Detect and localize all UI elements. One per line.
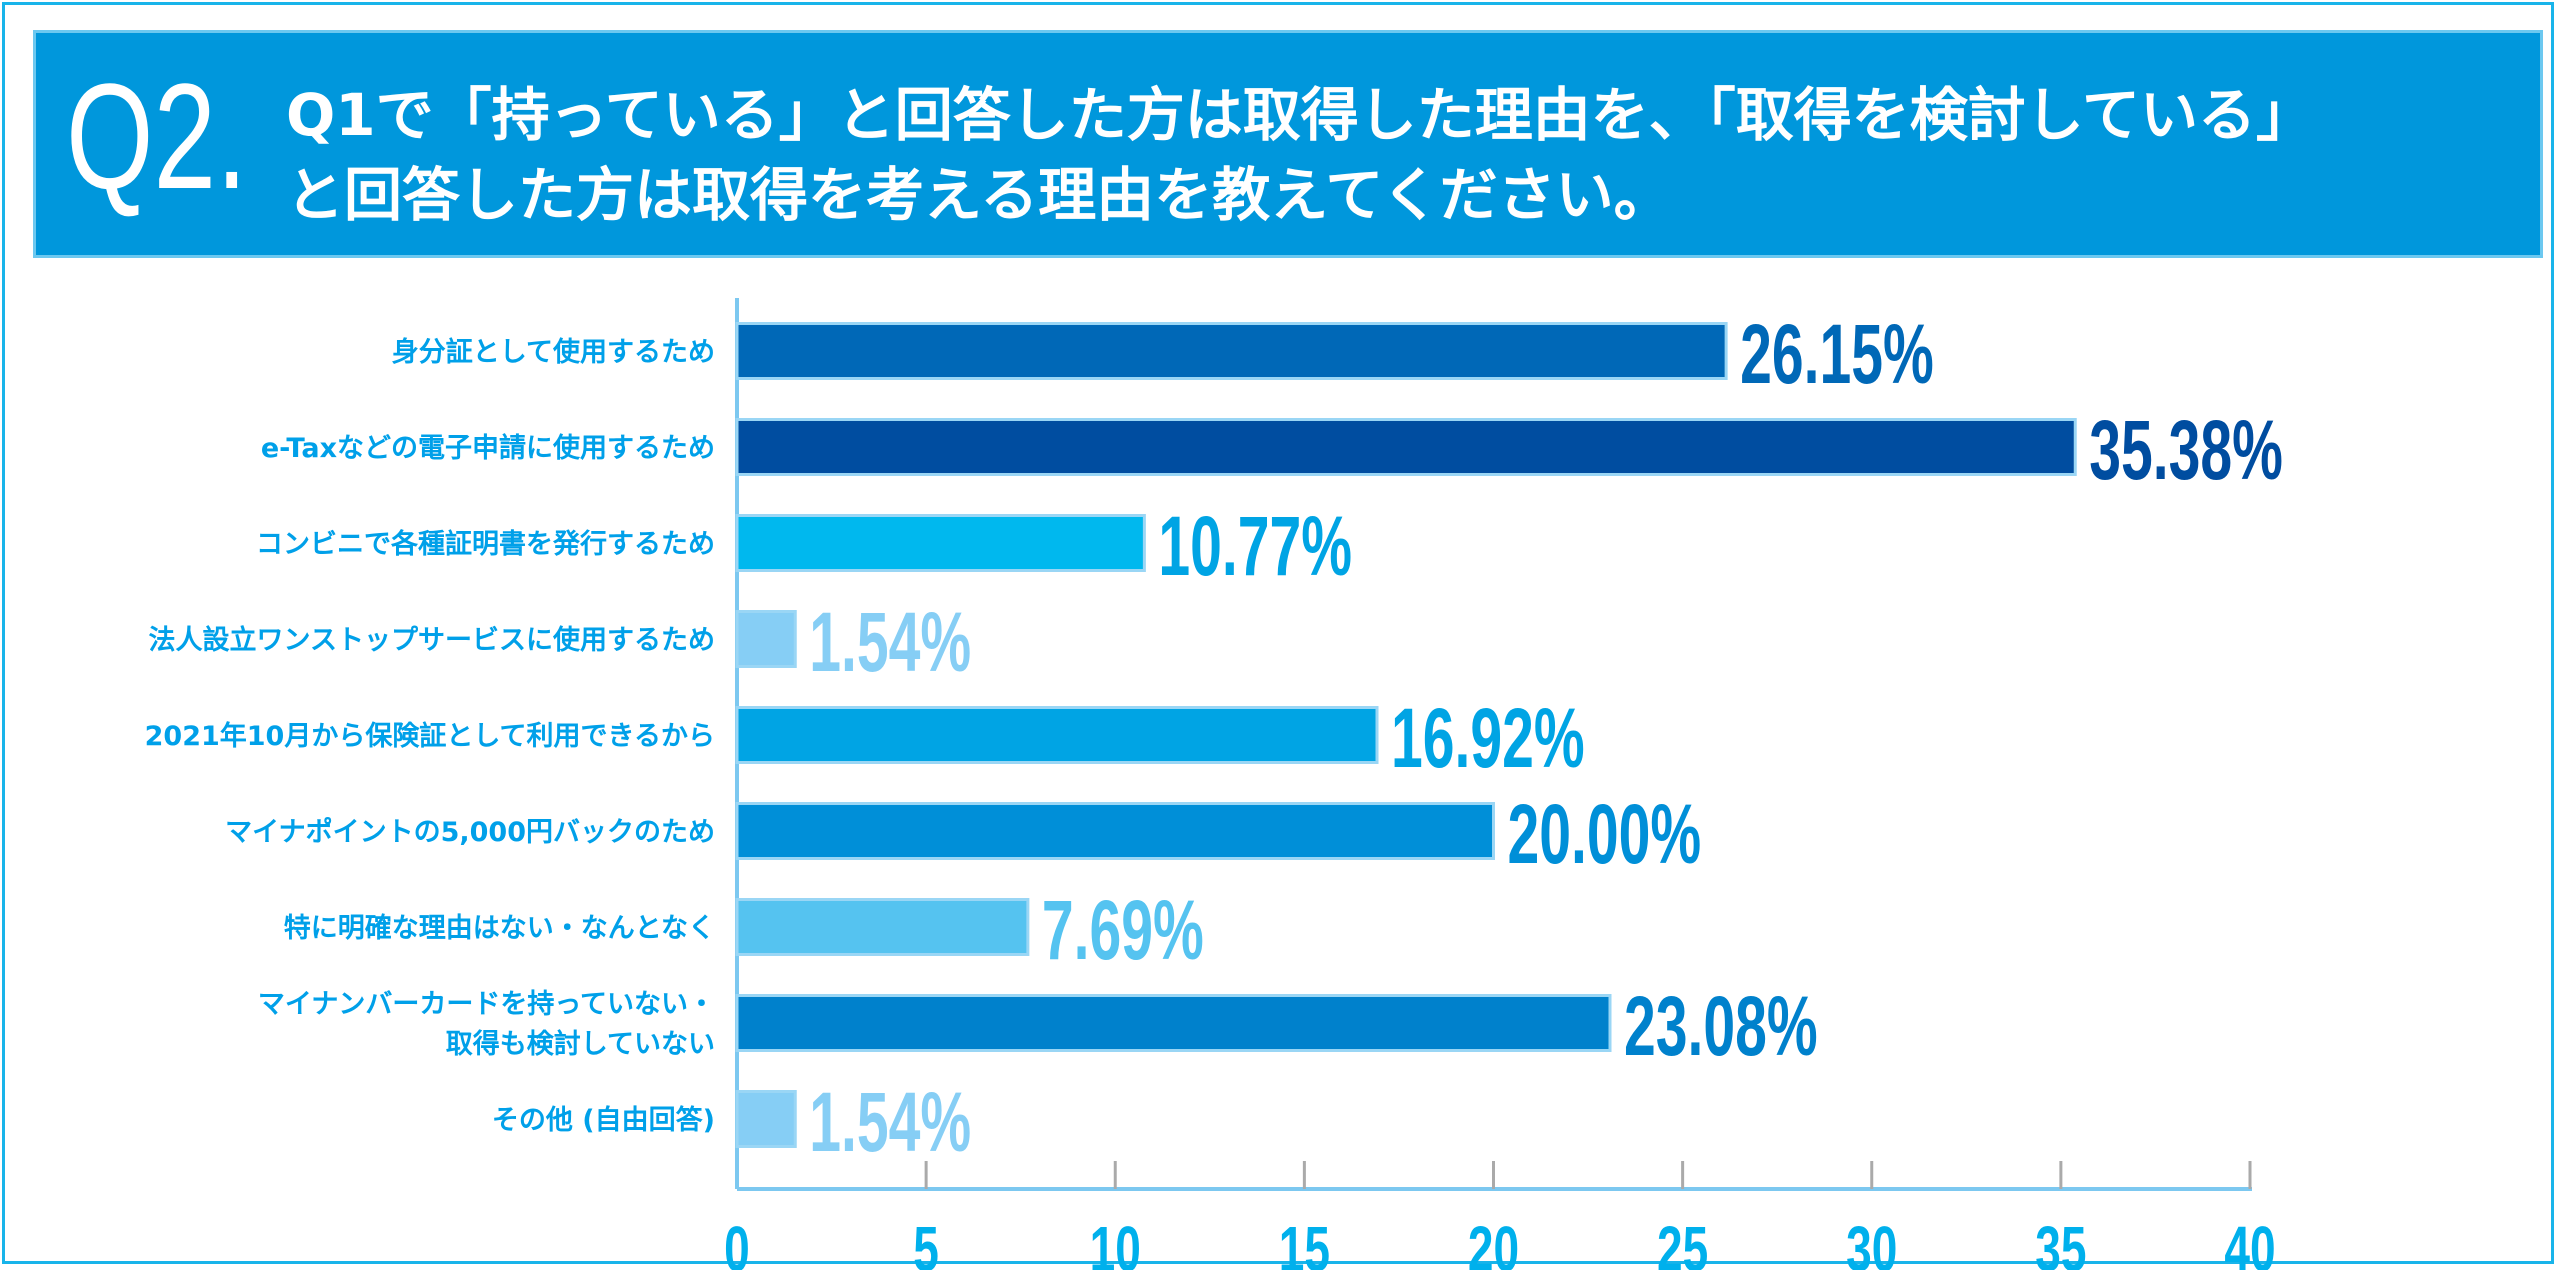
- x-tick-label: 10: [1090, 1214, 1141, 1270]
- value-label: 20.00%: [1508, 788, 1702, 882]
- question-text: Q1で「持っている」と回答した方は取得した理由を、「取得を検討している」 と回答…: [286, 75, 2314, 235]
- category-label: コンビニで各種証明書を発行するため: [256, 528, 715, 560]
- x-tick-label: 5: [913, 1214, 939, 1270]
- bar: [735, 322, 1728, 380]
- category-label: 2021年10月から保険証として利用できるから: [145, 720, 715, 752]
- category-label: その他 (自由回答): [492, 1104, 715, 1136]
- category-label: 取得も検討していない: [446, 1028, 715, 1060]
- x-tick-label: 30: [1846, 1214, 1897, 1270]
- value-label: 7.69%: [1042, 884, 1204, 978]
- x-tick-label: 35: [2035, 1214, 2086, 1270]
- category-label: 特に明確な理由はない・なんとなく: [284, 912, 715, 944]
- bar: [735, 706, 1379, 764]
- bar: [735, 802, 1495, 860]
- category-label: 法人設立ワンストップサービスに使用するため: [149, 624, 715, 656]
- question-number: Q2.: [66, 52, 248, 220]
- bar: [735, 418, 2077, 476]
- value-label: 10.77%: [1158, 500, 1352, 594]
- category-label: マイナポイントの5,000円バックのため: [225, 817, 715, 848]
- bar: [735, 1090, 797, 1148]
- bar: [735, 514, 1146, 572]
- value-label: 35.38%: [2089, 404, 2283, 498]
- x-tick-label: 20: [1468, 1214, 1519, 1270]
- value-label: 23.08%: [1624, 980, 1818, 1074]
- value-label: 1.54%: [809, 596, 971, 690]
- category-label: 身分証として使用するため: [392, 336, 715, 368]
- question-header: Q2. Q1で「持っている」と回答した方は取得した理由を、「取得を検討している」…: [33, 30, 2543, 258]
- category-label: e-Taxなどの電子申請に使用するため: [261, 432, 715, 464]
- value-label: 1.54%: [809, 1076, 971, 1170]
- x-tick-label: 0: [724, 1214, 750, 1270]
- value-label: 16.92%: [1391, 692, 1585, 786]
- bar: [735, 898, 1030, 956]
- x-tick-label: 15: [1279, 1214, 1330, 1270]
- x-tick-label: 40: [2224, 1214, 2275, 1270]
- question-line-1: Q1で「持っている」と回答した方は取得した理由を、「取得を検討している」: [286, 81, 2315, 149]
- x-tick-label: 25: [1657, 1214, 1708, 1270]
- value-label: 26.15%: [1740, 308, 1934, 402]
- category-label: マイナンバーカードを持っていない・: [258, 989, 715, 1020]
- question-line-2: と回答した方は取得を考える理由を教えてください。: [286, 161, 1672, 229]
- bar: [735, 610, 797, 668]
- bar: [735, 994, 1612, 1052]
